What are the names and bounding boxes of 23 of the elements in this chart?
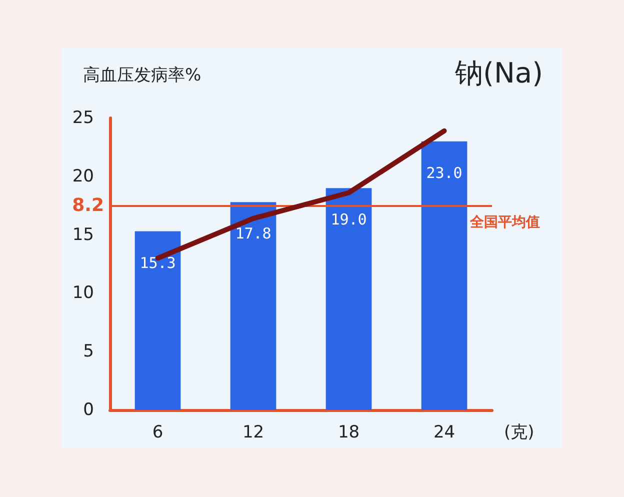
y-tick-label: 25 xyxy=(72,108,94,128)
x-axis-title: (克) xyxy=(504,422,534,442)
x-tick-label: 24 xyxy=(433,422,456,442)
y-axis-title: 高血压发病率% xyxy=(83,66,202,86)
text: 8.2 xyxy=(72,195,104,216)
x-tick-label: 12 xyxy=(242,422,264,442)
y-tick-label: 20 xyxy=(72,166,94,186)
y-tick-label: 10 xyxy=(72,283,94,304)
x-tick-label: 18 xyxy=(338,422,360,442)
data-label: 23.0 xyxy=(426,164,462,182)
data-label: 19.0 xyxy=(330,210,367,229)
bar xyxy=(326,188,372,410)
bar xyxy=(230,202,276,410)
y-tick-label: 5 xyxy=(83,342,94,362)
bar xyxy=(134,231,181,410)
x-tick-label: 6 xyxy=(152,422,164,442)
y-tick-label: 0 xyxy=(83,400,94,420)
data-label: 17.8 xyxy=(235,224,272,243)
chart-title: 钠(Na) xyxy=(454,56,543,90)
bar xyxy=(421,141,468,410)
y-tick-label: 15 xyxy=(72,224,94,245)
data-label: 15.3 xyxy=(140,254,176,272)
ref-line-label: 全国平均值 xyxy=(469,214,540,231)
